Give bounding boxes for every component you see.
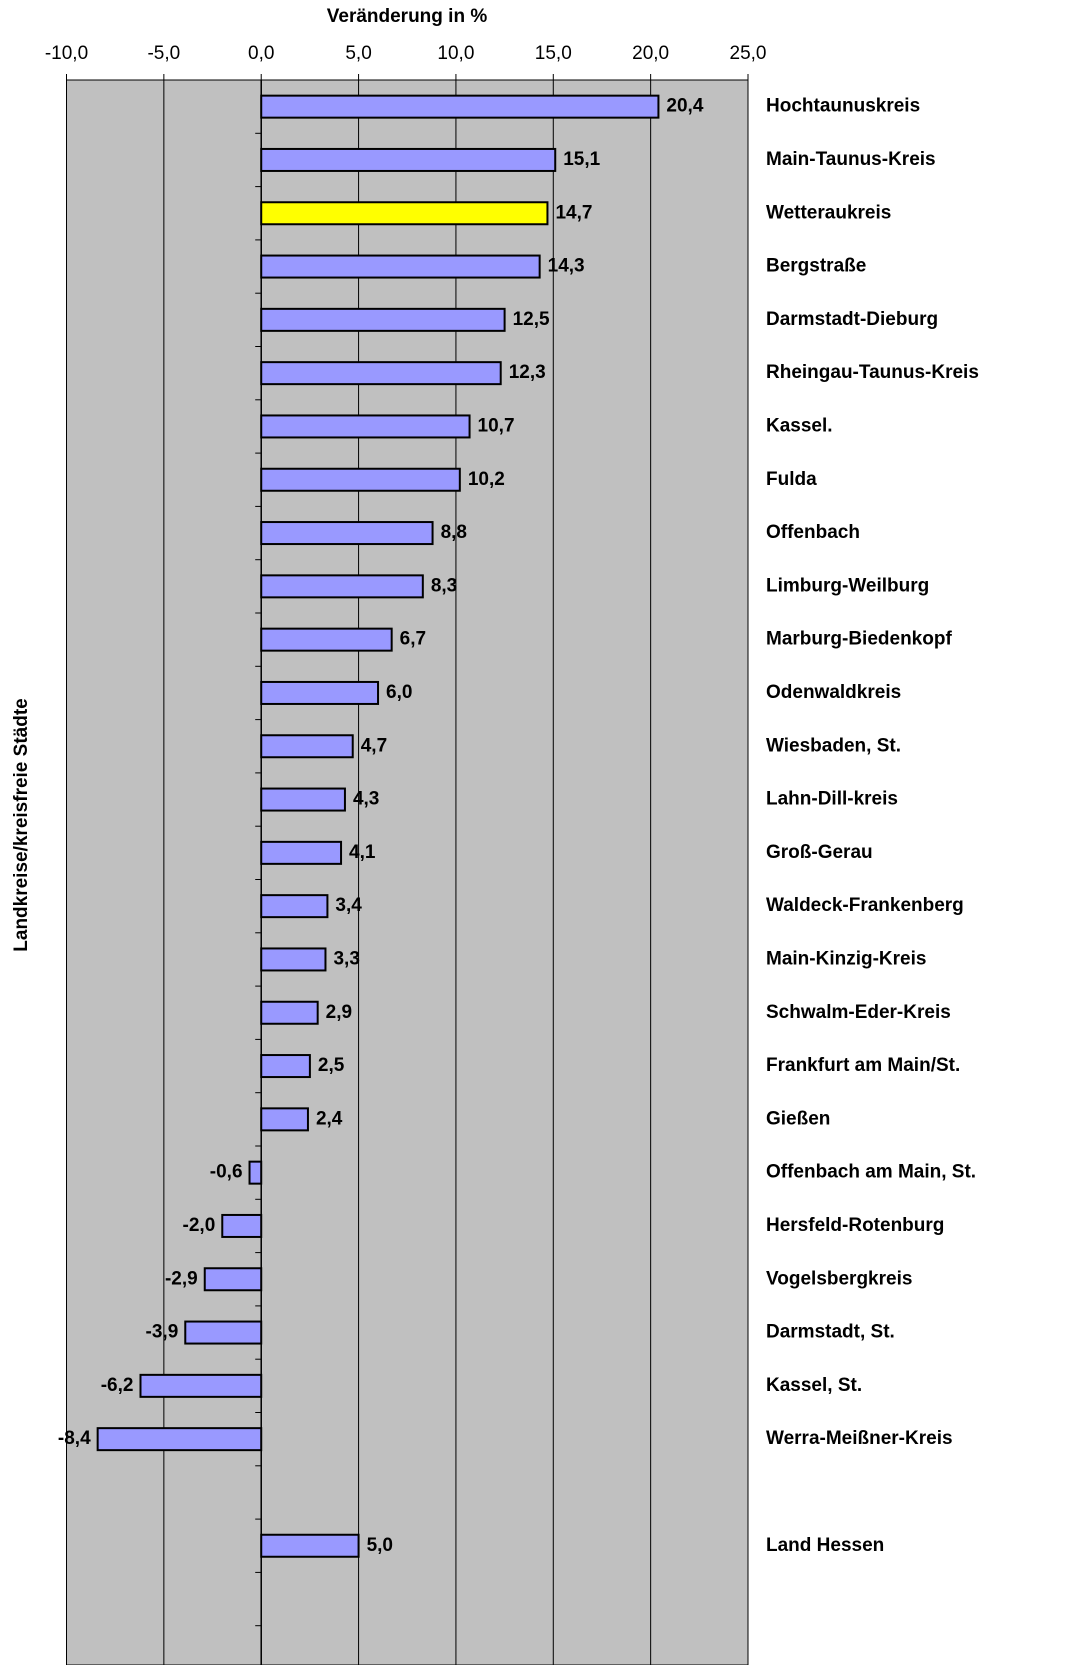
value-label: 20,4 <box>666 96 703 117</box>
category-label: Fulda <box>766 469 817 490</box>
value-label: 2,9 <box>326 1002 352 1023</box>
value-label: -0,6 <box>210 1162 243 1183</box>
category-label: Kassel. <box>766 415 833 436</box>
bar <box>260 787 346 812</box>
category-label: Odenwaldkreis <box>766 682 901 703</box>
bar <box>260 1054 311 1079</box>
bar <box>248 1160 263 1185</box>
category-label: Wiesbaden, St. <box>766 735 901 756</box>
bar <box>260 894 329 919</box>
value-label: 4,3 <box>353 789 379 810</box>
bar <box>203 1267 263 1292</box>
category-label: Vogelsbergkreis <box>766 1268 912 1289</box>
bar <box>260 1533 360 1558</box>
category-label: Offenbach am Main, St. <box>766 1162 976 1183</box>
value-label: 12,3 <box>509 362 546 383</box>
category-label: Main-Kinzig-Kreis <box>766 948 926 969</box>
value-label: 6,0 <box>386 682 412 703</box>
value-label: 8,3 <box>431 575 457 596</box>
plot-area <box>66 79 749 1665</box>
category-label: Rheingau-Taunus-Kreis <box>766 362 979 383</box>
value-label: 14,7 <box>555 202 592 223</box>
category-label: Hochtaunuskreis <box>766 96 920 117</box>
category-label: Wetteraukreis <box>766 202 891 223</box>
value-label: 10,7 <box>478 415 515 436</box>
category-label: Kassel, St. <box>766 1375 862 1396</box>
bar <box>260 521 434 546</box>
bar <box>96 1427 263 1452</box>
y-axis-title: Landkreise/kreisfreie Städte <box>11 698 32 951</box>
bar <box>260 94 660 119</box>
value-label: 14,3 <box>548 256 585 277</box>
value-label: 3,4 <box>335 895 362 916</box>
x-tick-label: 15,0 <box>535 43 572 64</box>
bar <box>260 734 354 759</box>
value-label: -2,0 <box>183 1215 216 1236</box>
x-tick-label: 5,0 <box>345 43 371 64</box>
value-label: 3,3 <box>333 948 359 969</box>
bar <box>260 254 541 279</box>
category-label: Groß-Gerau <box>766 842 873 863</box>
category-label: Lahn-Dill-kreis <box>766 789 898 810</box>
category-label: Hersfeld-Rotenburg <box>766 1215 944 1236</box>
category-label: Main-Taunus-Kreis <box>766 149 936 170</box>
x-tick-label: -5,0 <box>147 43 180 64</box>
value-label: 12,5 <box>513 309 550 330</box>
value-label: 4,7 <box>361 735 387 756</box>
category-label: Land Hessen <box>766 1535 884 1556</box>
bar <box>260 361 502 386</box>
x-tick-label: 0,0 <box>248 43 274 64</box>
bar <box>260 627 393 652</box>
value-label: 10,2 <box>468 469 505 490</box>
category-label: Offenbach <box>766 522 860 543</box>
bar <box>260 680 380 705</box>
value-label: 6,7 <box>400 629 426 650</box>
x-tick-label: -10,0 <box>45 43 88 64</box>
bar <box>260 307 506 332</box>
value-label: 5,0 <box>367 1535 393 1556</box>
x-tick-label: 10,0 <box>437 43 474 64</box>
category-label: Waldeck-Frankenberg <box>766 895 964 916</box>
category-label: Marburg-Biedenkopf <box>766 629 952 650</box>
value-label: -2,9 <box>165 1268 198 1289</box>
bar <box>260 147 557 172</box>
bar <box>260 467 461 492</box>
value-label: -3,9 <box>146 1322 179 1343</box>
category-label: Werra-Meißner-Kreis <box>766 1428 953 1449</box>
bar <box>221 1213 263 1238</box>
bar <box>260 414 471 439</box>
value-label: -8,4 <box>58 1428 91 1449</box>
bar <box>260 1000 319 1025</box>
value-label: 8,8 <box>441 522 467 543</box>
x-tick-label: 20,0 <box>632 43 669 64</box>
category-label: Schwalm-Eder-Kreis <box>766 1002 951 1023</box>
bar <box>260 574 424 599</box>
bar <box>260 1107 309 1132</box>
bar <box>184 1320 263 1345</box>
bar <box>260 840 343 865</box>
value-label: 4,1 <box>349 842 376 863</box>
category-label: Darmstadt, St. <box>766 1322 895 1343</box>
category-label: Limburg-Weilburg <box>766 575 929 596</box>
bar <box>260 201 549 226</box>
category-label: Darmstadt-Dieburg <box>766 309 938 330</box>
value-label: 2,4 <box>316 1108 343 1129</box>
value-label: -6,2 <box>101 1375 134 1396</box>
x-axis-title: Veränderung in % <box>327 6 488 27</box>
x-tick-label: 25,0 <box>730 43 767 64</box>
value-label: 2,5 <box>318 1055 345 1076</box>
value-label: 15,1 <box>563 149 600 170</box>
category-label: Gießen <box>766 1108 830 1129</box>
bar <box>260 947 327 972</box>
bar <box>139 1373 263 1398</box>
category-label: Frankfurt am Main/St. <box>766 1055 960 1076</box>
category-label: Bergstraße <box>766 256 866 277</box>
